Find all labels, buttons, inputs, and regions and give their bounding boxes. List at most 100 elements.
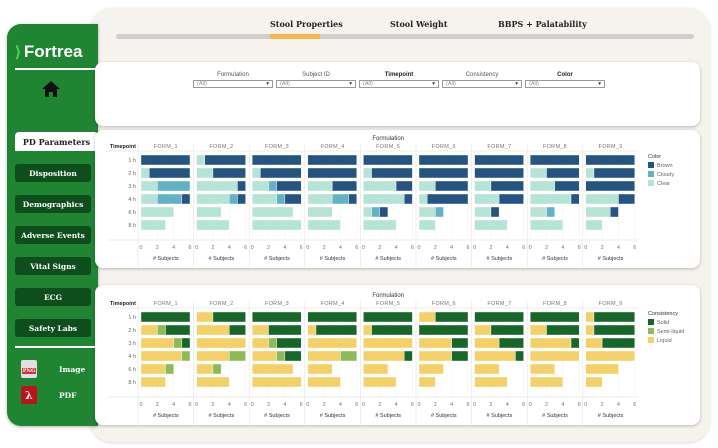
legend-swatch-brown: [648, 162, 654, 168]
sidebar-item-safety-labs[interactable]: Safety Labs: [15, 319, 91, 337]
export-pdf-label: PDF: [59, 390, 77, 400]
divider: [15, 346, 98, 348]
bar-segment-cloudy: [371, 206, 380, 218]
x-tick-label: 0: [251, 402, 254, 408]
tab-bbps-palatability[interactable]: BBPS + Palatability: [498, 19, 587, 29]
x-tick-label: 0: [417, 245, 420, 251]
x-tick-label: 6: [355, 402, 358, 408]
row-label: 4 h: [128, 354, 136, 360]
sidebar-item-ecg[interactable]: ECG: [15, 288, 91, 306]
bar-segment-liquid: [196, 350, 230, 362]
bar-segment-cloudy: [332, 193, 349, 205]
bar-segment-solid: [276, 337, 302, 349]
filter-color: Color (All) ▾: [525, 72, 605, 88]
row-label: 1 h: [128, 158, 136, 164]
bar-segment-clear: [585, 206, 611, 218]
x-axis-label: # Subjects: [598, 256, 624, 262]
x-tick-label: 2: [156, 245, 159, 251]
sidebar-item-demographics[interactable]: Demographics: [15, 195, 91, 213]
bar-segment-liquid: [474, 324, 492, 336]
bar-segment-brown: [585, 154, 635, 166]
bar-segment-liquid: [140, 363, 166, 375]
row-label: 3 h: [128, 184, 136, 190]
sidebar-item-pd-parameters[interactable]: PD Parameters: [15, 132, 98, 151]
legend-swatch-solid: [648, 319, 654, 325]
bar-segment-liquid: [251, 363, 294, 375]
bar-segment-solid: [601, 337, 635, 349]
bar-segment-solid: [546, 324, 580, 336]
home-icon[interactable]: [41, 80, 61, 98]
x-tick-label: 4: [172, 402, 175, 408]
bar-segment-brown: [426, 193, 469, 205]
bar-segment-liquid: [530, 324, 547, 336]
bar-segment-brown: [498, 193, 524, 205]
bar-segment-clear: [530, 219, 564, 231]
bar-segment-brown: [490, 180, 524, 192]
consistency-dropdown[interactable]: (All) ▾: [442, 80, 522, 88]
sidebar-item-adverse-events[interactable]: Adverse Events: [15, 226, 91, 244]
bar-segment-liquid: [474, 363, 500, 375]
dropdown-arrow-icon: ▾: [515, 81, 518, 87]
bar-segment-brown: [554, 180, 580, 192]
bar-segment-liquid: [474, 350, 516, 362]
bar-segment-cloudy: [435, 206, 444, 218]
bar-segment-liquid: [196, 311, 214, 323]
bar-segment-brown: [332, 180, 358, 192]
bar-segment-brown: [546, 167, 580, 179]
bar-segment-liquid: [474, 337, 500, 349]
bar-segment-clear: [474, 193, 500, 205]
consistency-by-timepoint-chart: Formulation Timepoint 1 h 2 h 3 h 4 h 6 h 8 h FO…: [107, 293, 684, 425]
x-axis-label: # Subjects: [320, 413, 346, 419]
bar-segment-solid: [140, 311, 191, 323]
x-axis-label: # Subjects: [264, 256, 290, 262]
x-axis-label: # Subjects: [431, 256, 457, 262]
dropdown-arrow-icon: ▾: [598, 81, 601, 87]
facet-label: FORM_9: [599, 144, 623, 150]
subject-id-dropdown[interactable]: (All) ▾: [276, 80, 356, 88]
tab-stool-properties[interactable]: Stool Properties: [270, 19, 343, 29]
x-axis-label: # Subjects: [487, 256, 513, 262]
tab-stool-weight[interactable]: Stool Weight: [390, 19, 448, 29]
facet-label: FORM_9: [599, 301, 623, 307]
export-pdf-button[interactable]: λ PDF: [21, 386, 76, 404]
bar-segment-cloudy: [546, 206, 555, 218]
x-tick-label: 4: [617, 245, 620, 251]
bar-segment-liquid: [585, 311, 595, 323]
facet-title: Formulation: [372, 136, 404, 142]
bar-segment-brown: [371, 167, 413, 179]
bar-segment-clear: [251, 167, 261, 179]
bar-segment-liquid: [418, 363, 444, 375]
bar-segment-semi-liquid: [173, 337, 183, 349]
bar-segment-liquid: [251, 337, 269, 349]
bar-segment-brown: [395, 180, 413, 192]
facet-label: FORM_4: [321, 144, 345, 150]
x-tick-label: 0: [417, 402, 420, 408]
formulation-dropdown[interactable]: (All) ▾: [193, 80, 273, 88]
x-tick-label: 6: [188, 402, 191, 408]
timepoint-dropdown[interactable]: (All) ▾: [359, 80, 439, 88]
bar-segment-liquid: [140, 376, 166, 388]
bar-segment-liquid: [196, 337, 246, 349]
bar-segment-clear: [140, 193, 158, 205]
bar-segment-clear: [418, 193, 428, 205]
bar-segment-liquid: [307, 376, 341, 388]
bar-segment-clear: [251, 193, 277, 205]
bar-segment-liquid: [585, 324, 595, 336]
row-label: 3 h: [128, 341, 136, 347]
x-tick-label: 6: [578, 402, 581, 408]
bar-segment-semi-liquid: [157, 324, 166, 336]
export-image-button[interactable]: PNG Image: [21, 360, 85, 378]
x-tick-label: 4: [561, 245, 564, 251]
sidebar-item-disposition[interactable]: Disposition: [15, 164, 91, 182]
color-dropdown[interactable]: (All) ▾: [525, 80, 605, 88]
dropdown-arrow-icon: ▾: [349, 81, 352, 87]
x-tick-label: 6: [411, 245, 414, 251]
facet-label: FORM_6: [432, 301, 456, 307]
facet-label: FORM_4: [321, 301, 345, 307]
bar-segment-brown: [435, 180, 469, 192]
facet-label: FORM_8: [543, 144, 567, 150]
sidebar-item-vital-signs[interactable]: Vital Signs: [15, 257, 91, 275]
x-tick-label: 4: [395, 245, 398, 251]
bar-segment-liquid: [307, 363, 333, 375]
bar-segment-clear: [196, 206, 222, 218]
